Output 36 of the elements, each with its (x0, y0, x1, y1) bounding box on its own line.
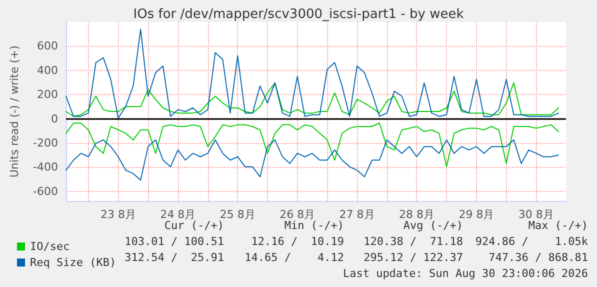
text: 103.01 / 100.51 (124, 235, 224, 248)
y-tick-label: -400 (33, 160, 58, 174)
x-tick-label: 29 8月 (458, 208, 494, 221)
text: 14.65 / 4.12 (244, 251, 344, 264)
text: 12.16 / 10.19 (251, 235, 344, 248)
y-tick-label: -600 (33, 184, 58, 198)
y-tick-label: -200 (33, 136, 58, 150)
line-series (66, 139, 560, 181)
y-axis-title: Units read (-) / write (+) (8, 45, 21, 178)
y-tick-label: 0 (51, 112, 58, 126)
y-tick-label: 200 (37, 88, 58, 102)
text: Avg (-/+) (403, 219, 463, 232)
x-tick-label: 25 8月 (220, 208, 256, 221)
x-tick-label: 28 8月 (398, 208, 434, 221)
line-series (66, 28, 560, 119)
text: 747.36 / 868.81 (488, 251, 588, 264)
text: 120.38 / 71.18 (364, 235, 463, 248)
text: 295.12 / 122.37 (364, 251, 463, 264)
text: 312.54 / 25.91 (124, 251, 224, 264)
legend-label: IO/sec (30, 240, 70, 253)
legend-label: Req Size (KB) (30, 256, 116, 269)
chart-title: IOs for /dev/mapper/scv3000_iscsi-part1 - by week (133, 7, 464, 22)
x-tick-label: 30 8月 (518, 208, 554, 221)
x-tick-label: 26 8月 (280, 208, 316, 221)
text: Last update: Sun Aug 30 23:00:06 2026 (342, 267, 588, 280)
text: 924.86 / 1.05k (475, 235, 588, 248)
line-series (66, 82, 560, 117)
x-tick-label: 24 8月 (160, 208, 196, 221)
y-tick-label: 400 (37, 64, 58, 77)
text: Min (-/+) (284, 219, 344, 232)
x-tick-label: 23 8月 (100, 208, 136, 221)
text: Cur (-/+) (164, 219, 224, 232)
line-series (66, 122, 560, 168)
y-tick-label: 600 (37, 40, 58, 53)
x-tick-label: 27 8月 (339, 208, 375, 221)
text: Max (-/+) (528, 219, 588, 232)
